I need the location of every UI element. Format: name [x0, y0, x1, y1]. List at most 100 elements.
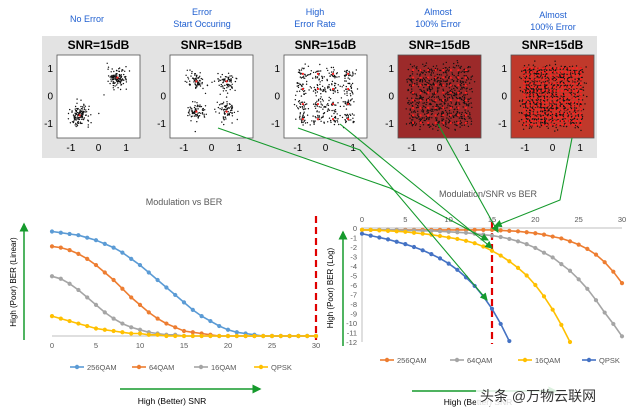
constellation-x-tick: 0	[437, 143, 443, 154]
data-point-64QAM	[67, 248, 72, 253]
data-point-64QAM	[429, 228, 434, 233]
data-point-QPSK	[368, 233, 373, 238]
data-point-64QAM	[120, 286, 125, 291]
legend-marker	[522, 357, 528, 363]
data-point-QPSK	[208, 333, 213, 339]
constellation-x-tick: 1	[577, 143, 583, 154]
legend-label: 256QAM	[87, 363, 117, 372]
annotation-arrow	[493, 137, 573, 228]
constellation-y-tick: 1	[274, 64, 280, 75]
y-tick-label: -1	[350, 234, 357, 243]
x-axis-label: High (Better) SNR	[138, 396, 207, 406]
data-point-QPSK	[403, 242, 408, 247]
constellation-x-tick: -1	[179, 143, 188, 154]
data-point-QPSK	[67, 318, 72, 324]
data-point-256QAM	[49, 229, 55, 234]
data-point-256QAM	[146, 270, 151, 275]
data-point-QPSK	[411, 244, 417, 250]
constellation-x-tick: 1	[464, 143, 470, 154]
data-point-256QAM	[481, 227, 486, 232]
data-point-16QAM	[137, 327, 143, 332]
x-tick-label: 15	[488, 215, 496, 224]
data-point-16QAM	[85, 295, 90, 300]
data-point-16QAM	[359, 227, 365, 232]
constellation-y-tick: -1	[498, 119, 507, 130]
constellation-y-tick: 0	[501, 92, 507, 103]
data-point-256QAM	[533, 231, 538, 236]
data-point-16QAM	[93, 302, 99, 307]
data-point-QPSK	[120, 330, 125, 335]
data-point-64QAM	[446, 229, 451, 234]
x-tick-label: 5	[403, 215, 407, 224]
data-point-64QAM	[190, 330, 195, 335]
legend-label: 256QAM	[397, 356, 427, 365]
data-point-16QAM	[533, 282, 538, 288]
data-point-64QAM	[173, 325, 178, 330]
data-point-256QAM	[181, 300, 187, 305]
data-point-QPSK	[93, 326, 99, 331]
data-point-64QAM	[541, 250, 547, 255]
data-point-64QAM	[524, 242, 529, 247]
annotation-arrow	[217, 127, 489, 241]
data-point-16QAM	[49, 274, 55, 279]
data-point-256QAM	[524, 230, 529, 235]
data-point-QPSK	[217, 333, 222, 339]
data-point-256QAM	[550, 234, 555, 239]
data-point-64QAM	[593, 298, 599, 303]
data-point-QPSK	[155, 332, 160, 337]
constellation-x-tick: 0	[209, 143, 215, 154]
data-point-256QAM	[507, 228, 512, 233]
data-point-256QAM	[559, 236, 564, 241]
data-point-16QAM	[67, 281, 72, 286]
data-point-16QAM	[411, 230, 417, 235]
data-point-256QAM	[102, 241, 107, 247]
x-tick-label: 20	[224, 341, 232, 350]
data-point-16QAM	[420, 231, 425, 236]
data-point-16QAM	[58, 276, 63, 281]
data-point-256QAM	[93, 238, 99, 243]
data-point-QPSK	[137, 331, 143, 336]
data-point-QPSK	[225, 333, 231, 339]
data-point-64QAM	[129, 295, 134, 300]
data-point-256QAM	[137, 262, 143, 268]
data-point-256QAM	[199, 313, 204, 319]
data-point-64QAM	[58, 245, 63, 250]
data-point-QPSK	[429, 252, 434, 257]
snr-label: SNR=15dB	[522, 38, 584, 52]
constellation-y-tick: 1	[47, 64, 53, 75]
constellation-x-tick: 1	[123, 143, 129, 154]
x-tick-label: 25	[268, 341, 276, 350]
constellation-points	[405, 60, 476, 132]
data-point-64QAM	[576, 277, 581, 282]
data-point-QPSK	[359, 231, 365, 236]
constellation-y-tick: -1	[385, 119, 394, 130]
constellation-frame	[283, 54, 368, 139]
data-point-256QAM	[234, 330, 239, 335]
data-point-QPSK	[261, 333, 266, 339]
data-point-64QAM	[550, 255, 555, 260]
data-point-16QAM	[524, 273, 529, 278]
constellation-y-tick: 1	[388, 64, 394, 75]
legend-label: QPSK	[271, 363, 292, 372]
legend-label: 64QAM	[149, 363, 174, 372]
y-tick-label: -5	[350, 272, 357, 281]
data-point-16QAM	[472, 241, 477, 246]
legend-marker	[258, 364, 264, 370]
data-point-QPSK	[49, 313, 55, 319]
data-point-256QAM	[76, 233, 81, 238]
constellation-points	[293, 63, 359, 129]
constellation-frame	[169, 54, 254, 139]
data-point-16QAM	[129, 325, 134, 330]
data-point-16QAM	[463, 238, 469, 243]
constellation-y-tick: 1	[160, 64, 166, 75]
data-point-64QAM	[602, 310, 607, 315]
x-tick-label: 15	[180, 341, 188, 350]
constellation-x-tick: 0	[323, 143, 329, 154]
data-point-QPSK	[446, 261, 451, 266]
data-point-64QAM	[585, 286, 590, 291]
x-tick-label: 20	[531, 215, 539, 224]
data-point-QPSK	[498, 321, 503, 327]
legend-marker	[384, 357, 390, 363]
data-point-16QAM	[498, 253, 503, 258]
